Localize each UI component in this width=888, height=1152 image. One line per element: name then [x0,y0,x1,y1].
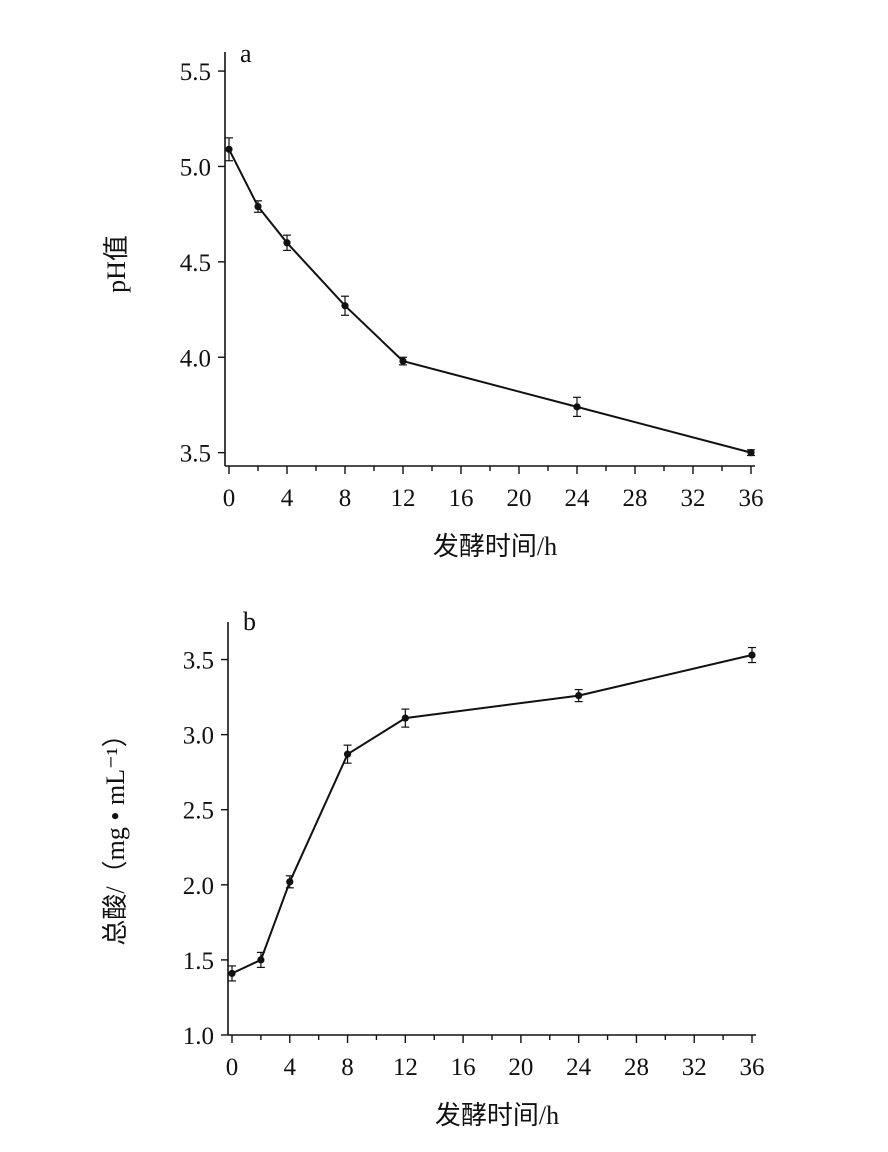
data-point [575,691,583,700]
data-point [341,302,349,310]
x-tick-label: 16 [449,485,474,512]
y-axis-title: pH值 [102,235,131,293]
x-tick-label: 8 [341,1054,354,1081]
data-point [343,750,352,758]
y-tick-label: 4.0 [180,345,211,372]
x-tick-label: 4 [284,1054,297,1081]
data-point [257,956,265,964]
x-tick-label: 0 [226,1054,239,1081]
x-axis-title: 发酵时间/h [435,1101,559,1130]
x-tick-label: 4 [281,485,294,512]
y-tick-label: 2.5 [183,798,214,825]
x-tick-label: 20 [507,485,532,512]
panel-label: b [243,607,256,636]
x-tick-label: 0 [223,485,236,512]
data-point [225,145,233,153]
y-tick-label: 3.0 [183,723,214,750]
y-tick-label: 1.5 [183,948,214,975]
y-tick-label: 2.0 [183,873,214,900]
data-point [747,449,755,457]
x-axis-title: 发酵时间/h [433,532,557,561]
data-point [286,878,294,886]
x-tick-label: 36 [740,1054,765,1081]
y-tick-label: 3.5 [180,441,211,468]
x-tick-label: 28 [623,485,648,512]
x-tick-label: 12 [391,485,416,512]
data-point [573,403,581,411]
x-tick-label: 20 [508,1054,533,1081]
x-tick-label: 32 [681,485,706,512]
chart-panel-a: 3.5 4.0 4.5 5.0 5.5 0 4 8 12 16 20 24 28 32 36 发酵时间/h pH… [102,39,764,561]
data-point [283,239,291,247]
x-tick-label: 12 [393,1054,418,1081]
x-tick-label: 24 [566,1054,592,1081]
series-line [231,654,753,975]
data-point [254,202,262,211]
x-tick-label: 36 [739,485,764,512]
y-axis-title: 总酸/（mg • mL⁻¹） [101,721,130,945]
chart-panel-b: 1.0 1.5 2.0 2.5 3.0 3.5 0 4 8 12 16 20 24 28 32 36 发酵时间/… [101,607,765,1130]
x-tick-label: 28 [624,1054,649,1081]
y-tick-label: 1.0 [183,1023,214,1050]
x-tick-label: 32 [682,1054,707,1081]
data-point [401,714,409,722]
x-tick-label: 8 [339,485,352,512]
data-point [748,651,756,659]
x-tick-label: 16 [451,1054,476,1081]
series-line [228,148,752,454]
y-tick-label: 5.0 [180,154,211,181]
y-tick-label: 3.5 [183,648,214,675]
y-tick-label: 5.5 [180,59,211,86]
y-tick-label: 4.5 [180,250,211,277]
data-point [399,357,407,365]
x-tick-label: 24 [565,485,591,512]
data-point [228,969,236,978]
panel-label: a [240,39,252,68]
